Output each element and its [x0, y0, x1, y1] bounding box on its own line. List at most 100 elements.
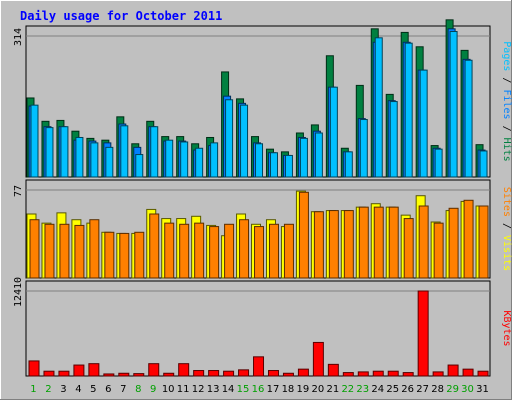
day-label: 9: [150, 384, 156, 395]
day-label: 28: [431, 384, 444, 395]
bottom-panel-kbytes-bar: [28, 360, 40, 377]
top-panel-pages-bar: [314, 132, 323, 178]
top-panel-pages-bar: [90, 142, 99, 178]
day-label: 13: [207, 384, 220, 395]
bottom-panel-kbytes-bar: [312, 341, 324, 377]
bottom-panel-kbytes-bar: [432, 371, 444, 377]
bottom-panel-kbytes-bar: [387, 370, 399, 377]
middle-panel-sites-bar: [239, 219, 250, 279]
top-panel-pages-bar: [75, 136, 84, 178]
top-panel-pages-bar: [344, 151, 353, 178]
bottom-panel-kbytes-bar: [223, 370, 235, 377]
middle-panel-sites-bar: [298, 191, 309, 279]
day-label: 1: [30, 384, 36, 395]
day-label: 10: [162, 384, 175, 395]
middle-panel-sites-bar: [134, 231, 145, 279]
top-panel-pages-bar: [210, 142, 219, 178]
top-panel-pages-bar: [329, 86, 338, 178]
bottom-panel-kbytes-bar: [253, 356, 265, 377]
top-panel-pages-bar: [284, 154, 293, 178]
bottom-panel-kbytes-bar: [297, 368, 309, 377]
bottom-panel-kbytes-bar: [208, 370, 220, 377]
bottom-panel-kbytes-bar: [417, 290, 429, 377]
day-label: 25: [386, 384, 399, 395]
top-panel-pages-bar: [449, 31, 458, 178]
middle-panel-axis-label-part: Visits: [501, 235, 512, 271]
top-panel-pages-bar: [30, 104, 39, 178]
top-panel-pages-bar: [389, 101, 398, 178]
bottom-panel-kbytes-bar: [133, 373, 145, 377]
middle-panel-sites-bar: [104, 231, 115, 279]
bottom-panel-kbytes-bar: [148, 363, 160, 377]
day-label: 18: [282, 384, 295, 395]
middle-panel-sites-bar: [388, 206, 399, 279]
day-label: 31: [476, 384, 489, 395]
middle-panel-sites-bar: [119, 232, 130, 279]
top-panel-pages-bar: [165, 139, 174, 178]
chart-title: Daily usage for October 2011: [20, 9, 222, 23]
middle-panel-sites-bar: [74, 224, 85, 279]
middle-panel-sites-bar: [328, 210, 339, 279]
middle-panel-sites-bar: [224, 223, 235, 279]
bottom-panel-kbytes-bar: [267, 370, 279, 377]
bottom-panel-kbytes-bar: [73, 364, 85, 377]
bottom-panel-kbytes-bar: [357, 371, 369, 377]
bottom-panel-kbytes-bar: [103, 373, 115, 377]
middle-panel-sites-bar: [164, 222, 175, 279]
middle-panel-sites-bar: [343, 210, 354, 279]
top-panel-pages-bar: [120, 125, 129, 178]
middle-panel-sites-bar: [209, 226, 220, 279]
middle-panel-sites-bar: [44, 223, 55, 279]
day-label: 12: [192, 384, 205, 395]
top-panel-pages-bar: [180, 141, 189, 178]
day-label: 30: [461, 384, 474, 395]
day-label: 14: [222, 384, 235, 395]
day-label: 21: [326, 384, 339, 395]
middle-panel-sites-bar: [89, 219, 100, 279]
middle-panel-sites-bar: [418, 205, 429, 279]
top-panel-pages-bar: [269, 152, 278, 178]
top-panel-pages-bar: [195, 147, 204, 178]
top-panel-axis-label-part: Hits: [501, 138, 512, 162]
bottom-panel-ymax-label: 12410: [13, 277, 24, 307]
bottom-panel-kbytes-bar: [402, 372, 414, 377]
bottom-panel-kbytes-bar: [462, 368, 474, 377]
bottom-panel-kbytes-bar: [342, 372, 354, 377]
day-label: 8: [135, 384, 141, 395]
bottom-panel-kbytes-bar: [238, 369, 250, 377]
bottom-panel-kbytes-bar: [193, 370, 205, 377]
top-panel-axis-label-part: /: [501, 71, 512, 89]
middle-panel-sites-bar: [403, 218, 414, 279]
top-panel-pages-bar: [240, 104, 249, 178]
top-panel-pages-bar: [359, 119, 368, 178]
middle-panel-sites-bar: [313, 211, 324, 279]
middle-panel-axis-label-part: Sites: [501, 187, 512, 217]
top-panel-pages-bar: [434, 148, 443, 178]
top-panel-pages-bar: [479, 150, 488, 178]
top-panel-axis-label-part: Files: [501, 89, 512, 119]
bottom-panel-axis-label-part: KBytes: [501, 310, 512, 346]
bottom-panel-kbytes-bar: [327, 363, 339, 377]
top-panel-pages-bar: [135, 154, 144, 178]
day-label: 6: [105, 384, 111, 395]
top-panel-axis-label-part: Pages: [501, 41, 512, 71]
day-label: 29: [446, 384, 459, 395]
middle-panel-sites-bar: [194, 222, 205, 279]
middle-panel-sites-bar: [373, 206, 384, 279]
bottom-panel-kbytes-bar: [372, 370, 384, 377]
top-panel-pages-bar: [374, 37, 383, 178]
day-label: 16: [252, 384, 265, 395]
top-panel-axis-label-part: /: [501, 120, 512, 138]
day-label: 27: [416, 384, 429, 395]
middle-panel-sites-bar: [254, 226, 265, 279]
middle-panel-sites-bar: [358, 206, 369, 279]
middle-panel-sites-bar: [433, 222, 444, 279]
day-label: 11: [177, 384, 190, 395]
top-panel-pages-bar: [255, 143, 264, 178]
middle-panel-sites-bar: [283, 223, 294, 279]
day-label: 26: [401, 384, 414, 395]
top-panel-pages-bar: [419, 69, 428, 178]
bottom-panel-kbytes-bar: [282, 372, 294, 377]
bottom-panel-kbytes-bar: [58, 370, 70, 377]
